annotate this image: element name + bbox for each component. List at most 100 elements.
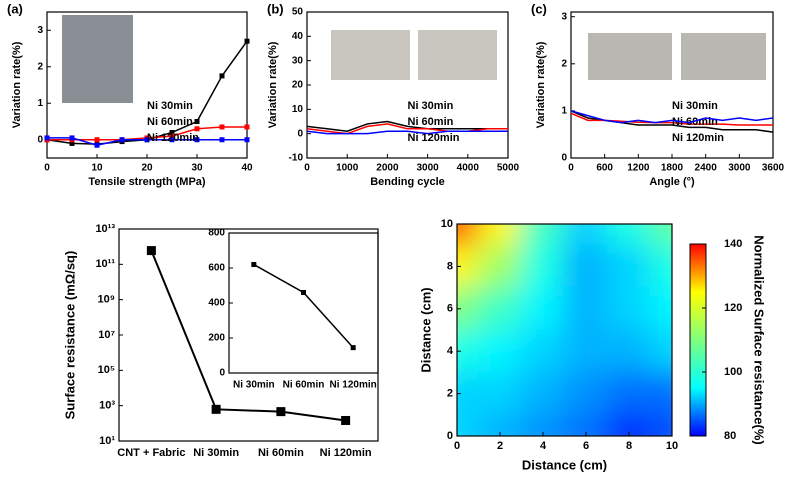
marker — [244, 137, 250, 143]
marker — [169, 133, 175, 139]
marker — [219, 137, 225, 143]
heatmap-cells — [457, 224, 672, 436]
heat-cell — [649, 224, 672, 247]
marker — [251, 262, 257, 267]
x-tick-label: Ni 60min — [283, 380, 325, 391]
heat-cell — [477, 329, 523, 374]
y-tick-label: 600 — [208, 263, 225, 274]
y-tick-label: 10¹ — [99, 435, 115, 447]
x-axis-label: Distance (cm) — [522, 457, 607, 472]
series-line — [150, 250, 346, 422]
marker — [276, 407, 286, 417]
x-tick-label: 0 — [304, 163, 310, 174]
marker — [69, 140, 75, 146]
marker — [211, 404, 221, 414]
heat-cell — [477, 286, 523, 331]
photo — [681, 33, 766, 80]
heat-cell — [606, 413, 652, 436]
y-tick-label: 10⁷ — [98, 329, 115, 341]
heat-cell — [520, 329, 566, 374]
heat-cell — [649, 329, 672, 374]
x-tick-label: Ni 120min — [320, 447, 372, 459]
heat-cell — [520, 413, 566, 436]
y-tick-label: 2 — [447, 388, 453, 400]
marker — [341, 415, 351, 425]
marker — [94, 137, 100, 143]
y-tick-label: -10 — [289, 153, 304, 164]
legend-label: Ni 30min — [147, 100, 193, 112]
y-tick-label: 50 — [292, 7, 304, 18]
heat-cell — [563, 286, 609, 331]
colorbar-tick-label: 140 — [724, 238, 742, 250]
y-tick-label: 0 — [561, 153, 567, 164]
x-tick-label: Ni 60min — [258, 447, 304, 459]
y-tick-label: 2 — [561, 58, 567, 69]
heat-cell — [520, 224, 566, 247]
marker — [146, 246, 156, 256]
legend-label: Ni 30min — [408, 100, 454, 112]
heat-cell — [563, 244, 609, 289]
heat-cell — [563, 329, 609, 374]
y-tick-label: 1 — [37, 98, 43, 109]
x-tick-label: 8 — [626, 440, 632, 452]
marker — [169, 137, 175, 143]
y-tick-label: 10⁵ — [98, 364, 115, 376]
x-tick-label: 6 — [583, 440, 589, 452]
heat-cell — [457, 371, 480, 416]
y-tick-label: 800 — [208, 228, 225, 239]
heat-cell — [606, 244, 652, 289]
marker — [219, 73, 225, 79]
legend-label: Ni 60min — [672, 116, 718, 128]
x-tick-label: 10 — [91, 163, 103, 174]
y-tick-label: 4 — [447, 345, 454, 357]
marker — [194, 137, 200, 143]
photo — [418, 30, 497, 80]
heat-cell — [649, 286, 672, 331]
y-tick-label: 0 — [447, 430, 453, 442]
x-tick-label: 4 — [540, 440, 547, 452]
x-tick-label: Ni 30min — [193, 447, 239, 459]
heat-cell — [457, 224, 480, 247]
legend-label: Ni 120min — [147, 132, 199, 144]
y-tick-label: 30 — [292, 55, 304, 66]
x-tick-label: Ni 120min — [330, 380, 377, 391]
heat-cell — [606, 371, 652, 416]
y-tick-label: 10⁹ — [98, 294, 115, 306]
y-tick-label: 10 — [441, 218, 453, 230]
series-line — [570, 110, 774, 124]
x-tick-label: 2 — [497, 440, 503, 452]
marker — [144, 137, 150, 143]
y-axis-label: Distance (cm) — [418, 287, 433, 372]
heat-cell — [477, 371, 523, 416]
legend-label: Ni 60min — [147, 116, 193, 128]
heat-cell — [606, 224, 652, 247]
heat-cell — [606, 286, 652, 331]
y-tick-label: 8 — [447, 260, 453, 272]
heat-cell — [457, 286, 480, 331]
marker — [194, 119, 200, 124]
marker — [350, 345, 356, 351]
heat-cell — [649, 371, 672, 416]
heat-cell — [457, 244, 480, 289]
heat-cell — [606, 329, 652, 374]
heat-cell — [520, 244, 566, 289]
y-tick-label: 10³ — [99, 400, 115, 412]
x-tick-label: 1000 — [336, 163, 359, 174]
heat-cell — [520, 371, 566, 416]
legend-label: Ni 60min — [408, 116, 454, 128]
x-tick-label: 40 — [241, 163, 253, 174]
marker — [119, 137, 125, 143]
y-tick-label: 10¹¹ — [95, 258, 115, 270]
x-axis-label: Bending cycle — [370, 176, 445, 188]
heat-cell — [563, 371, 609, 416]
x-tick-label: 3600 — [762, 163, 785, 174]
marker — [194, 126, 200, 132]
x-tick-label: 2400 — [695, 163, 718, 174]
x-tick-label: 10 — [666, 440, 678, 452]
x-tick-label: 0 — [44, 163, 50, 174]
y-tick-label: 0 — [37, 134, 43, 145]
x-tick-label: Ni 30min — [233, 380, 275, 391]
marker — [244, 124, 250, 130]
marker — [69, 135, 75, 141]
